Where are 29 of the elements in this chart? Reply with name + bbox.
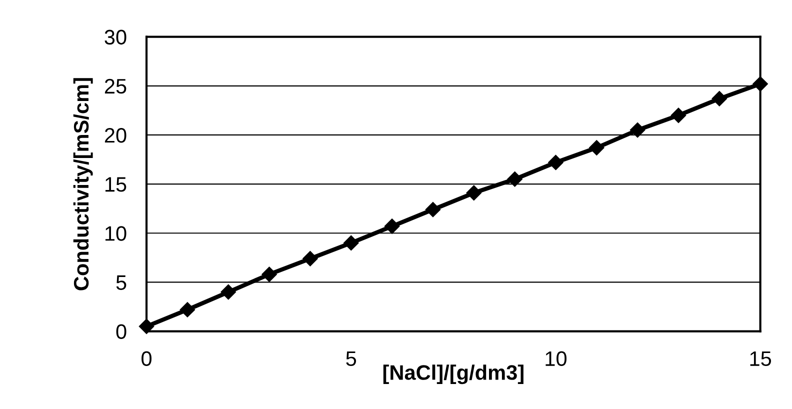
- y-tick-label: 15: [105, 177, 126, 192]
- point: [712, 91, 727, 106]
- point: [670, 108, 686, 123]
- x-tick-label: 10: [546, 351, 566, 366]
- point: [425, 202, 441, 218]
- point: [180, 302, 196, 318]
- point: [466, 185, 482, 200]
- point: [589, 140, 604, 156]
- y-tick-label: 25: [104, 78, 126, 94]
- point: [262, 266, 277, 282]
- y-tick-label: 20: [104, 128, 126, 143]
- x-tick-label: 5: [346, 352, 356, 366]
- x-tick-label: 15: [750, 352, 772, 366]
- y-tick-label: 5: [116, 275, 126, 290]
- y-tick-label: 0: [116, 324, 126, 340]
- point: [302, 251, 318, 266]
- y-axis-title: Conductivity/[mS/cm]: [73, 78, 93, 290]
- point: [630, 122, 646, 138]
- point: [138, 318, 154, 334]
- point: [220, 284, 236, 300]
- point: [344, 235, 359, 251]
- point: [548, 154, 564, 170]
- y-tick-label: 30: [104, 30, 126, 45]
- y-tick-label: 10: [105, 226, 126, 241]
- point: [384, 218, 400, 234]
- point: [507, 172, 522, 187]
- x-axis-title: [NaCl]/[g/dm3]: [383, 364, 524, 384]
- x-tick-label: 0: [142, 351, 152, 366]
- point: [752, 76, 768, 92]
